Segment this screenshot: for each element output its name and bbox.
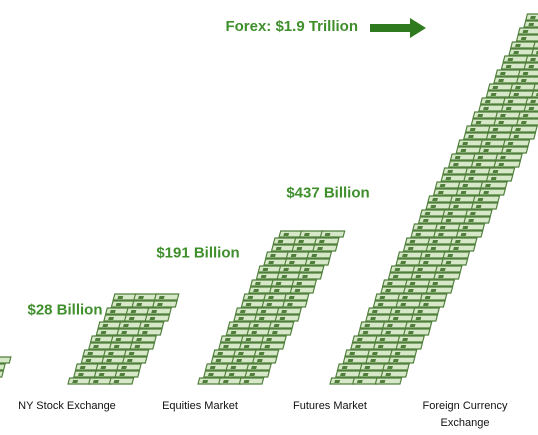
category-label: Foreign Currency Exchange bbox=[422, 400, 508, 429]
money-stack bbox=[329, 13, 538, 385]
value-label: $437 Billion bbox=[286, 184, 369, 201]
value-label: Forex: $1.9 Trillion bbox=[225, 18, 358, 35]
category-label: Futures Market bbox=[293, 400, 367, 412]
value-label: $28 Billion bbox=[27, 301, 102, 318]
arrow bbox=[370, 18, 426, 38]
money-stack bbox=[0, 356, 12, 378]
money-stack bbox=[197, 230, 346, 385]
category-label: NY Stock Exchange bbox=[18, 400, 116, 412]
money-stack bbox=[67, 293, 180, 385]
value-label: $191 Billion bbox=[156, 244, 239, 261]
category-label: Equities Market bbox=[162, 400, 238, 412]
